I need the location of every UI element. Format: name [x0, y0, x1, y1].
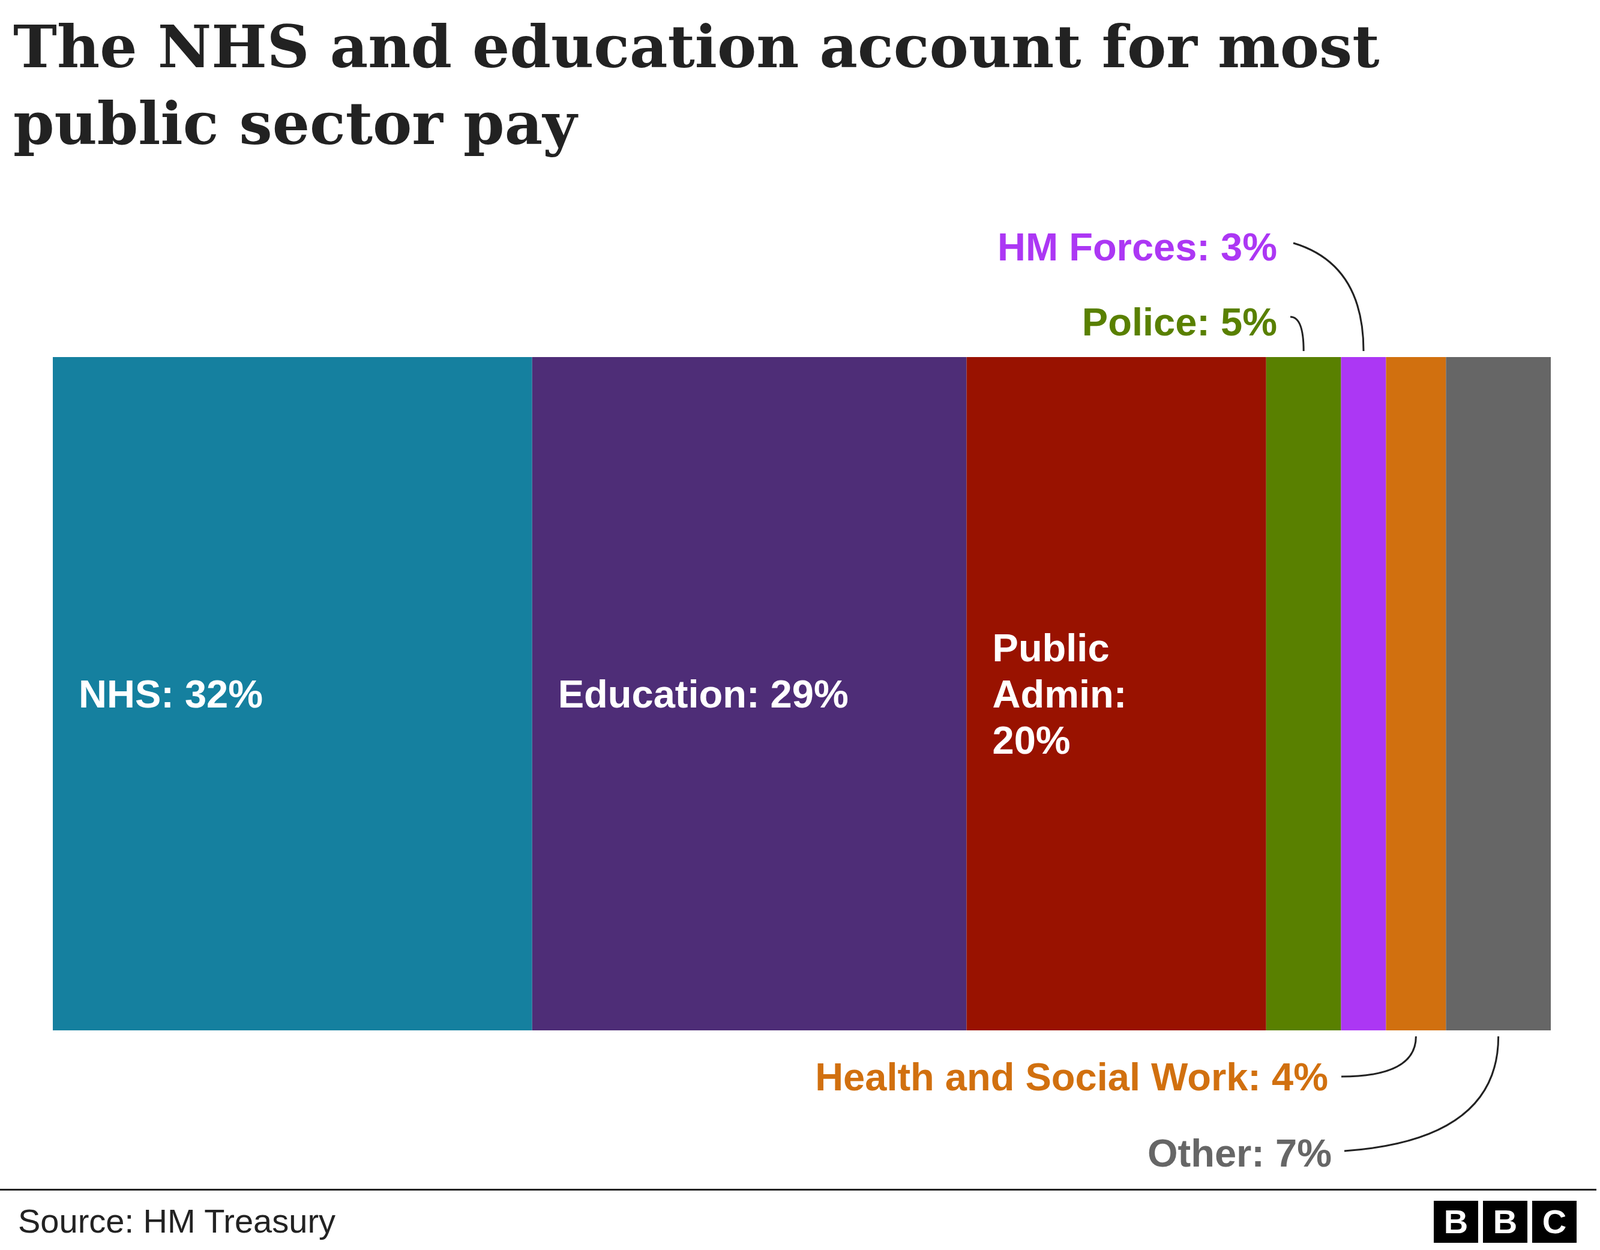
svg-text:Health and Social Work: 4%: Health and Social Work: 4% — [815, 1055, 1329, 1099]
html-text:The NHS and education account: The NHS and education account for most p… — [13, 12, 1380, 158]
svg-text:Police: 5%: Police: 5% — [1082, 300, 1278, 344]
svg-text:PublicAdmin:20%: PublicAdmin:20% — [992, 625, 1128, 763]
html-text:Source: HM Treasury: Source: HM Treasury — [18, 1202, 336, 1240]
html-text:B: B — [1493, 1202, 1518, 1241]
html-text:C: C — [1542, 1202, 1567, 1241]
svg-text:Education: 29%: Education: 29% — [558, 672, 849, 716]
svg-text:HM Forces: 3%: HM Forces: 3% — [997, 225, 1278, 269]
html-text:B: B — [1443, 1202, 1469, 1241]
svg-text:Other: 7%: Other: 7% — [1147, 1131, 1332, 1176]
svg-text:NHS: 32%: NHS: 32% — [78, 672, 263, 716]
